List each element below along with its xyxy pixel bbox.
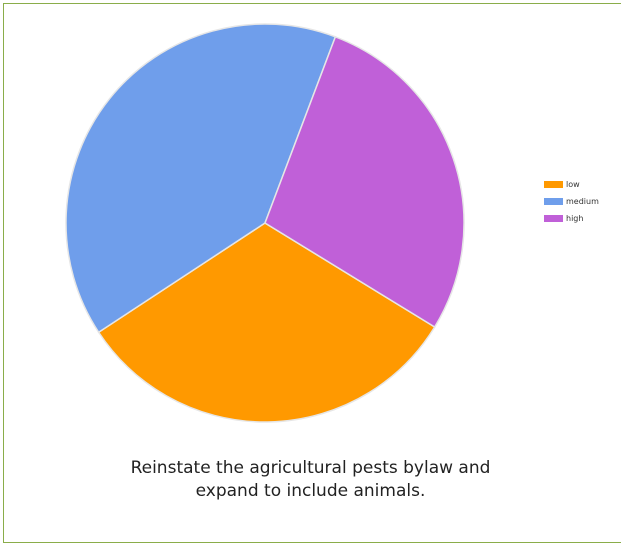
caption-line-1: Reinstate the agricultural pests bylaw a…: [130, 458, 491, 478]
legend: low medium high: [544, 176, 599, 227]
legend-label-medium: medium: [566, 197, 599, 206]
legend-item-high: high: [544, 210, 599, 227]
pie-slice-high: [264, 35, 465, 329]
pie-slice-low: [97, 222, 436, 423]
legend-label-high: high: [566, 214, 584, 223]
legend-label-low: low: [566, 180, 580, 189]
legend-swatch-medium: [544, 198, 563, 205]
legend-item-medium: medium: [544, 193, 599, 210]
caption-line-2: expand to include animals.: [195, 481, 426, 501]
legend-item-low: low: [544, 176, 599, 193]
pie-slice-medium: [65, 23, 337, 334]
legend-swatch-low: [544, 181, 563, 188]
legend-swatch-high: [544, 215, 563, 222]
caption: Reinstate the agricultural pests bylaw a…: [0, 457, 621, 503]
